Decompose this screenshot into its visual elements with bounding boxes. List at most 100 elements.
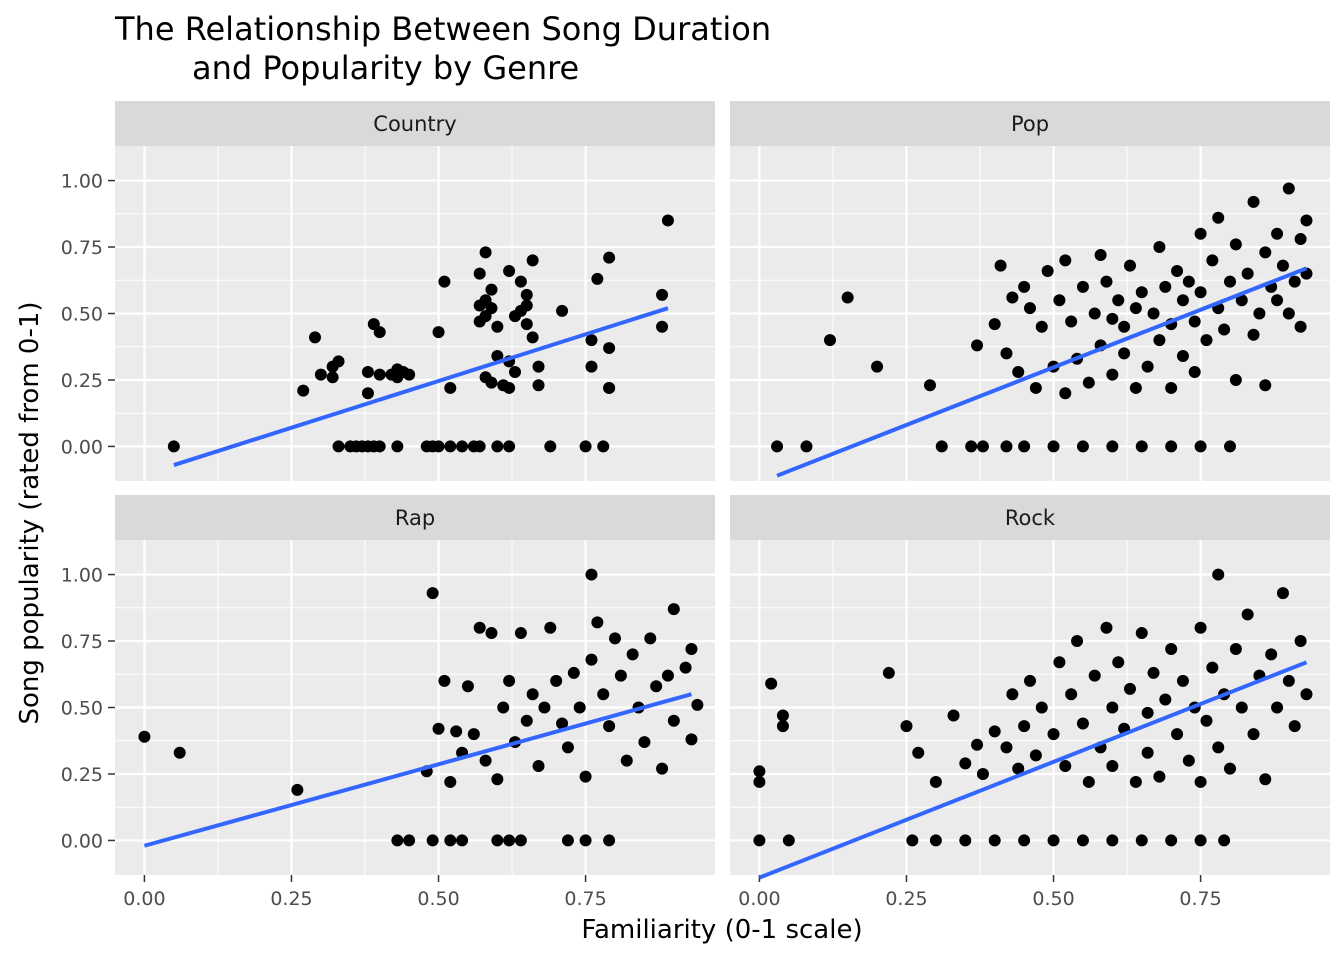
data-point [579,834,592,847]
trend-line [758,660,1308,880]
data-point [824,334,836,347]
data-point [679,661,692,674]
data-point [1106,834,1119,847]
data-point [638,736,651,749]
data-point [1018,720,1031,733]
data-point [1200,334,1213,347]
data-point [520,714,533,727]
data-point [1141,706,1154,719]
data-point [1194,775,1207,788]
data-point [1029,381,1042,394]
data-point [1288,275,1301,288]
data-point [1200,714,1213,727]
facet-country: Country 0.00 0.25 0.50 0.75 1.00 [61,101,715,481]
data-point [1182,275,1195,288]
data-point [661,214,674,227]
data-point [485,302,498,315]
data-point [503,440,516,453]
data-point [361,365,374,378]
data-point [526,331,539,344]
data-point [491,773,504,786]
data-point [1271,227,1284,240]
data-point [314,368,327,381]
data-point [614,669,627,682]
data-point [1076,280,1089,293]
data-point [585,360,598,373]
y-tick-label: 0.75 [61,237,103,259]
data-point [603,342,616,355]
data-point [485,376,498,389]
y-tick-label: 0.50 [61,304,103,326]
data-point [544,440,557,453]
data-point [573,701,586,714]
data-point [691,698,704,711]
data-point [906,834,919,847]
data-point [965,440,978,453]
data-point [532,759,545,772]
data-point [782,834,795,847]
data-point [1000,440,1013,453]
data-point [1253,307,1266,320]
data-point [1018,440,1031,453]
data-point [1135,440,1148,453]
data-point [1082,376,1095,389]
data-point [1135,627,1148,640]
data-point [479,754,492,767]
data-point [1135,834,1148,847]
data-point [1124,259,1136,272]
data-point [1153,241,1166,254]
data-point [929,775,942,788]
data-point [771,440,784,453]
data-point [520,299,533,312]
trend-line [173,306,669,467]
data-point [1265,648,1278,661]
facet-rock: Rock 0.00 0.25 0.50 0.75 [730,495,1330,910]
data-point [1224,762,1236,775]
x-tick-label: 0.75 [564,888,606,910]
data-point [603,720,616,733]
data-point [1029,749,1042,762]
data-point [1176,674,1189,687]
data-point [438,275,451,288]
data-point [1053,294,1066,307]
x-tick-label: 0.00 [738,888,780,910]
data-point [1247,728,1260,741]
data-point [426,587,439,600]
data-point [947,709,960,722]
data-point [1059,254,1072,267]
trend-line [776,266,1308,478]
data-point [1206,254,1219,267]
data-point [1171,728,1184,741]
data-point [753,834,766,847]
data-point [1165,440,1178,453]
data-point [1294,320,1307,333]
data-point [1135,286,1148,299]
data-point [1300,688,1313,701]
data-point [1118,347,1131,360]
data-point [373,440,386,453]
data-point [514,275,527,288]
data-point [291,783,304,796]
data-point [1147,666,1160,679]
y-tick-label: 0.25 [61,764,103,786]
data-point [403,368,416,381]
data-point [1241,267,1254,280]
facet-strip [115,495,715,540]
data-point [1129,775,1142,788]
data-point [1012,365,1025,378]
data-point [1053,656,1066,669]
data-point [503,264,516,277]
data-point [1141,746,1154,759]
facet-rap: Rap 0.00 0.25 0.50 0.75 1.00 0.00 0.25 0.50 0.75 [61,495,715,910]
data-point [1194,621,1207,634]
data-point [1106,312,1119,325]
data-point [1194,286,1207,299]
data-point [444,834,457,847]
data-point [1124,682,1136,695]
data-point [1018,280,1031,293]
data-point [1165,381,1178,394]
data-point [497,701,510,714]
data-point [444,381,457,394]
